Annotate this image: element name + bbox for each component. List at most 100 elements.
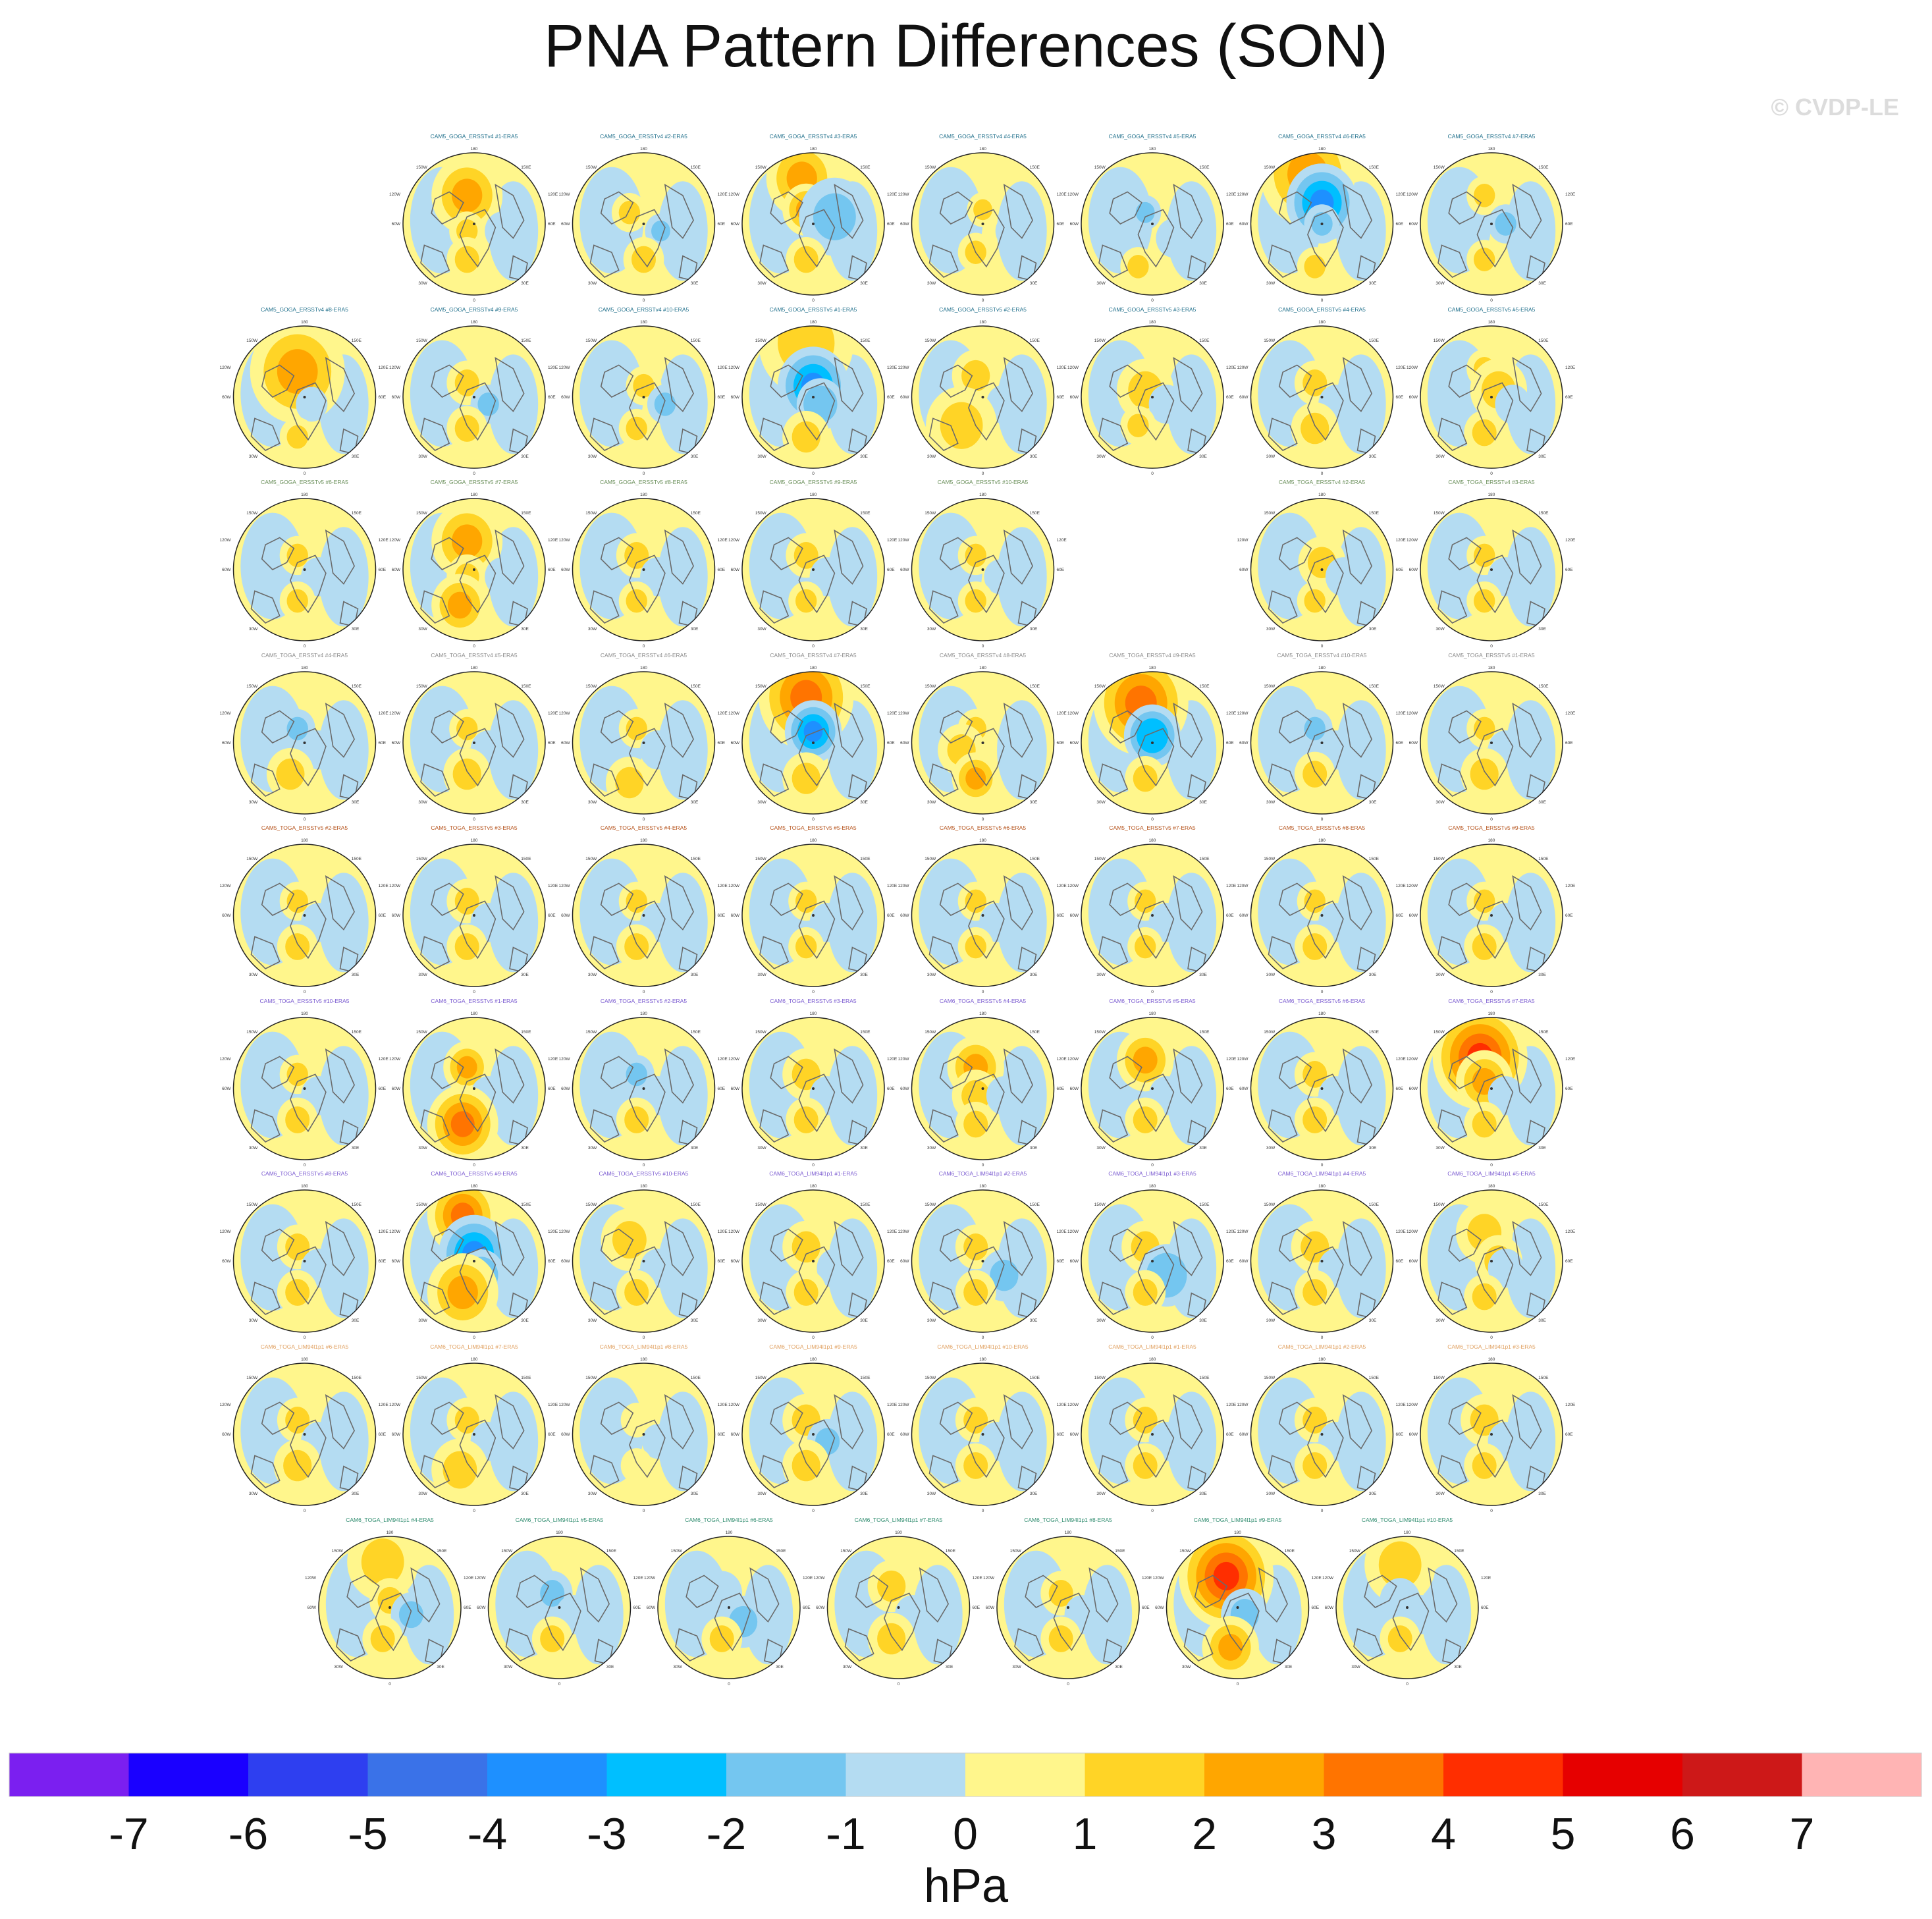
map-panel: 180 0 150W 150E 120W 120E 60W 60E 30W 30E CAM6_TOG… [220, 1170, 389, 1340]
map-panel: 180 0 150W 150E 120W 120E 60W 60E 30W 30E CAM6_TOG… [898, 998, 1067, 1168]
axis-label-180: 180 [640, 147, 647, 151]
map-panel: 180 0 150W 150E 120W 120E 60W 60E 30W 30E CAM6_TOG… [220, 1343, 389, 1513]
map-panel: 180 0 150W 150E 120W 120E 60W 60E 30W 30E CAM5_GOG… [1237, 306, 1407, 476]
axis-label-60w: 60W [392, 395, 401, 400]
axis-label-60e: 60E [1057, 1259, 1065, 1264]
axis-label-60w: 60W [1155, 1606, 1164, 1610]
axis-label-150e: 150E [1199, 857, 1210, 861]
axis-label-150w: 150W [1264, 857, 1275, 861]
axis-label-120e: 120E [1057, 538, 1067, 543]
coastline [591, 764, 619, 796]
map-panel: 180 0 150W 150E 120W 120E 60W 60E 30W 30E CAM6_TOG… [559, 998, 728, 1168]
anomaly-contour [1135, 889, 1156, 913]
axis-label-120e: 120E [1565, 711, 1576, 716]
anomaly-contour [1133, 1452, 1158, 1479]
axis-label-0: 0 [982, 1509, 984, 1513]
axis-label-60w: 60W [1070, 222, 1079, 227]
axis-label-30e: 30E [521, 281, 529, 286]
field-negative-band [488, 873, 539, 973]
field-negative-band [1166, 873, 1217, 973]
axis-label-0: 0 [304, 817, 306, 822]
axis-label-30e: 30E [1199, 1146, 1207, 1150]
axis-label-30w: 30W [1266, 1318, 1275, 1323]
panel-title: CAM5_GOGA_ERSSTv5 #4-ERA5 [1278, 306, 1366, 313]
axis-label-60e: 60E [1057, 395, 1065, 400]
panel-title: CAM5_TOGA_ERSSTv4 #7-ERA5 [770, 652, 856, 659]
axis-label-30w: 30W [757, 281, 766, 286]
axis-label-0: 0 [1321, 298, 1324, 303]
axis-label-60w: 60W [1070, 1432, 1079, 1437]
coastline [1477, 901, 1513, 958]
coastline [1269, 591, 1297, 623]
axis-label-150e: 150E [521, 857, 531, 861]
axis-label-60w: 60W [1409, 913, 1418, 918]
axis-label-150e: 150E [1454, 1549, 1464, 1554]
axis-label-30e: 30E [1538, 454, 1546, 459]
map-border [402, 152, 546, 296]
axis-label-60e: 60E [718, 568, 726, 572]
axis-label-0: 0 [473, 817, 475, 822]
axis-label-60e: 60E [887, 222, 895, 227]
coastline [545, 1593, 581, 1650]
map-border [232, 1363, 377, 1506]
axis-label-0: 0 [1321, 817, 1324, 822]
pole-marker [558, 1606, 561, 1609]
axis-label-150e: 150E [860, 1203, 871, 1207]
anomaly-contour [286, 425, 308, 449]
coastline [252, 1110, 280, 1142]
anomaly-contour [793, 1106, 818, 1133]
anomaly-contour [454, 888, 479, 915]
axis-label-60w: 60W [392, 741, 401, 745]
panel-title: CAM5_GOGA_ERSSTv4 #4-ERA5 [939, 133, 1027, 140]
axis-label-120e: 120E [464, 1576, 474, 1581]
coastline [1173, 877, 1202, 930]
field-negative-band [488, 700, 539, 800]
coastline [1449, 883, 1481, 915]
axis-label-60e: 60E [1481, 1606, 1489, 1610]
coastline [1308, 728, 1343, 785]
axis-label-150w: 150W [585, 1030, 597, 1035]
axis-label-0: 0 [1067, 1682, 1069, 1687]
axis-label-30w: 30W [927, 973, 936, 977]
axis-label-60e: 60E [548, 222, 556, 227]
axis-label-0: 0 [1151, 817, 1154, 822]
coastline [760, 936, 788, 969]
field-negative-band [658, 527, 708, 627]
map-border [1250, 1363, 1394, 1506]
axis-label-150w: 150W [1010, 1549, 1022, 1554]
coastline [1279, 192, 1312, 224]
axis-label-150w: 150W [755, 511, 767, 516]
anomaly-contour [485, 557, 521, 597]
coastline [1477, 1420, 1513, 1476]
axis-label-60e: 60E [718, 395, 726, 400]
axis-label-120e: 120E [633, 1576, 644, 1581]
coastline [856, 1575, 888, 1608]
axis-label-30w: 30W [757, 1318, 766, 1323]
coastline [411, 1569, 439, 1622]
panel-title: CAM6_TOGA_LIM94l1p1 #5-ERA5 [1447, 1170, 1536, 1177]
map-border [1420, 1363, 1563, 1506]
map-border [1420, 325, 1563, 469]
axis-label-120e: 120E [1057, 1230, 1067, 1234]
axis-label-120e: 120E [379, 365, 389, 370]
axis-label-30e: 30E [1030, 1318, 1038, 1323]
panel-title: CAM6_TOGA_LIM94l1p1 #2-ERA5 [1278, 1343, 1366, 1350]
axis-label-180: 180 [640, 1357, 647, 1362]
anomaly-contour [624, 1279, 649, 1306]
map-border [1166, 1536, 1310, 1679]
axis-label-150w: 150W [1264, 1376, 1275, 1380]
axis-label-180: 180 [1488, 666, 1495, 670]
anomaly-contour [361, 1538, 404, 1586]
panel-title: CAM5_GOGA_ERSSTv5 #9-ERA5 [770, 479, 857, 485]
axis-label-30w: 30W [1351, 1665, 1360, 1669]
coastline [1449, 537, 1481, 570]
anomaly-contour [1301, 412, 1329, 445]
axis-label-0: 0 [812, 1509, 815, 1513]
axis-label-150w: 150W [1264, 338, 1275, 343]
anomaly-contour [984, 559, 1016, 595]
coastline [1449, 365, 1481, 397]
coastline [1308, 1074, 1343, 1131]
field-negative-band [1166, 1046, 1217, 1146]
coastline [1259, 1569, 1287, 1622]
anomaly-contour [447, 591, 472, 619]
